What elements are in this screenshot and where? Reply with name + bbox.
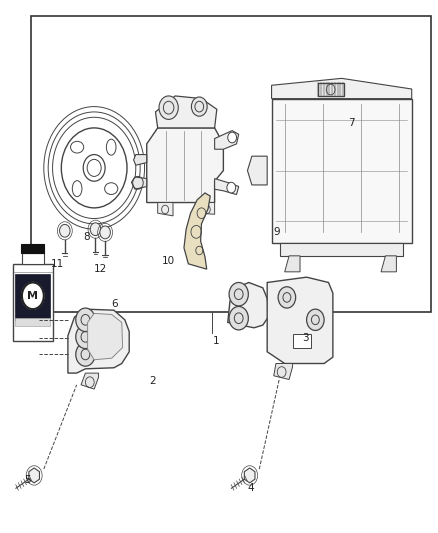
Circle shape [76,343,95,366]
Text: 12: 12 [94,264,107,274]
Bar [31,16,431,312]
Polygon shape [267,277,333,364]
Polygon shape [247,156,267,185]
Text: 6: 6 [112,299,118,309]
Bar [15,274,50,320]
Circle shape [229,306,248,330]
Text: 9: 9 [274,227,280,237]
Circle shape [76,325,95,349]
Ellipse shape [106,139,116,155]
Bar [22,253,44,264]
Bar [15,318,50,326]
Text: 5: 5 [24,475,31,484]
Bar [293,334,311,348]
Circle shape [76,308,95,332]
Polygon shape [155,96,217,128]
Circle shape [191,97,207,116]
Polygon shape [215,131,239,149]
Bar [13,264,53,341]
Text: 7: 7 [348,118,355,127]
Text: 4: 4 [247,483,254,492]
Bar [272,99,412,243]
Polygon shape [184,193,210,269]
Text: 3: 3 [302,334,309,343]
Circle shape [90,223,101,236]
Circle shape [100,226,110,239]
Polygon shape [131,177,147,189]
Polygon shape [29,468,39,483]
Polygon shape [228,282,269,328]
Text: 1: 1 [212,336,219,346]
Bar [21,244,44,253]
Polygon shape [280,243,403,256]
Circle shape [229,282,248,306]
Circle shape [22,282,44,309]
Text: M: M [27,291,39,301]
Polygon shape [244,468,255,483]
Circle shape [278,287,296,308]
Bar [318,83,344,96]
Circle shape [60,224,70,237]
Polygon shape [88,313,123,360]
Bar [318,83,344,96]
Text: 2: 2 [149,376,155,386]
Circle shape [159,96,178,119]
Polygon shape [158,203,173,216]
Polygon shape [68,309,129,373]
Polygon shape [272,78,412,99]
Polygon shape [274,364,293,379]
Ellipse shape [71,141,84,153]
Polygon shape [147,128,223,203]
Text: 8: 8 [83,232,90,242]
Circle shape [307,309,324,330]
Text: 11: 11 [50,259,64,269]
Circle shape [228,132,237,143]
Ellipse shape [105,183,118,195]
Ellipse shape [72,181,82,197]
Polygon shape [215,179,239,195]
Polygon shape [81,373,99,389]
Circle shape [87,159,101,176]
Polygon shape [285,256,300,272]
Text: 10: 10 [162,256,175,266]
Polygon shape [199,203,215,214]
Circle shape [227,182,236,193]
Polygon shape [381,256,396,272]
Polygon shape [134,155,147,165]
